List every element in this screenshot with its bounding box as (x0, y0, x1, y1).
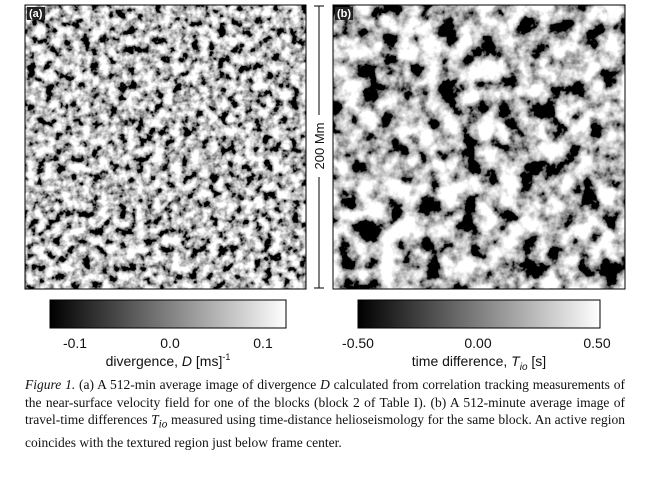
scale-bar-label: 200 Mm (312, 123, 327, 170)
divergence-image (25, 5, 306, 289)
colorbar-tick: -0.1 (63, 335, 87, 351)
colorbar-label: time difference, Tio [s] (412, 353, 546, 372)
scale-bar-gap (312, 115, 326, 177)
caption: Figure 1. (a) A 512-min average image of… (25, 376, 625, 452)
colorbar-tick: -0.50 (342, 335, 374, 351)
label-text: divergence, (106, 353, 182, 369)
colorbar-tick: 0.1 (253, 335, 273, 351)
figure: (a) (b) 200 Mm -0.1 0.0 0.1 divergence, … (24, 4, 626, 372)
label-box (27, 7, 45, 20)
travel-time-image (333, 5, 625, 289)
label-unit: [s] (528, 353, 547, 369)
image-frame (24, 4, 307, 290)
caption-text: calculated from correlation tracking mea… (25, 377, 626, 427)
label-superscript: -1 (222, 352, 230, 362)
label-box (335, 7, 353, 20)
caption-symbol: T (151, 412, 159, 427)
colorbar-tick: 0.00 (464, 335, 491, 351)
caption-symbol: D (320, 377, 330, 392)
colorbar-tick: 0.0 (160, 335, 180, 351)
label-text: time difference, (412, 353, 511, 369)
label-symbol: D (182, 353, 192, 369)
image-frame (332, 4, 626, 290)
colorbar (357, 299, 601, 329)
caption-text: (a) A 512-min average image of divergenc… (75, 377, 321, 392)
caption-text: measured using time-distance helioseismo… (25, 412, 625, 451)
label-unit: [ms] (192, 353, 222, 369)
label-subscript: io (520, 362, 528, 372)
label-symbol: T (511, 353, 521, 369)
colorbar-tick: 0.50 (583, 335, 610, 351)
panel-label: (a) (29, 8, 43, 20)
colorbar (49, 299, 287, 329)
caption-subscript: io (158, 418, 168, 431)
figure-label: Figure 1. (25, 377, 76, 392)
colorbar-label: divergence, D [ms]-1 (106, 352, 231, 369)
panel-label: (b) (337, 8, 351, 20)
